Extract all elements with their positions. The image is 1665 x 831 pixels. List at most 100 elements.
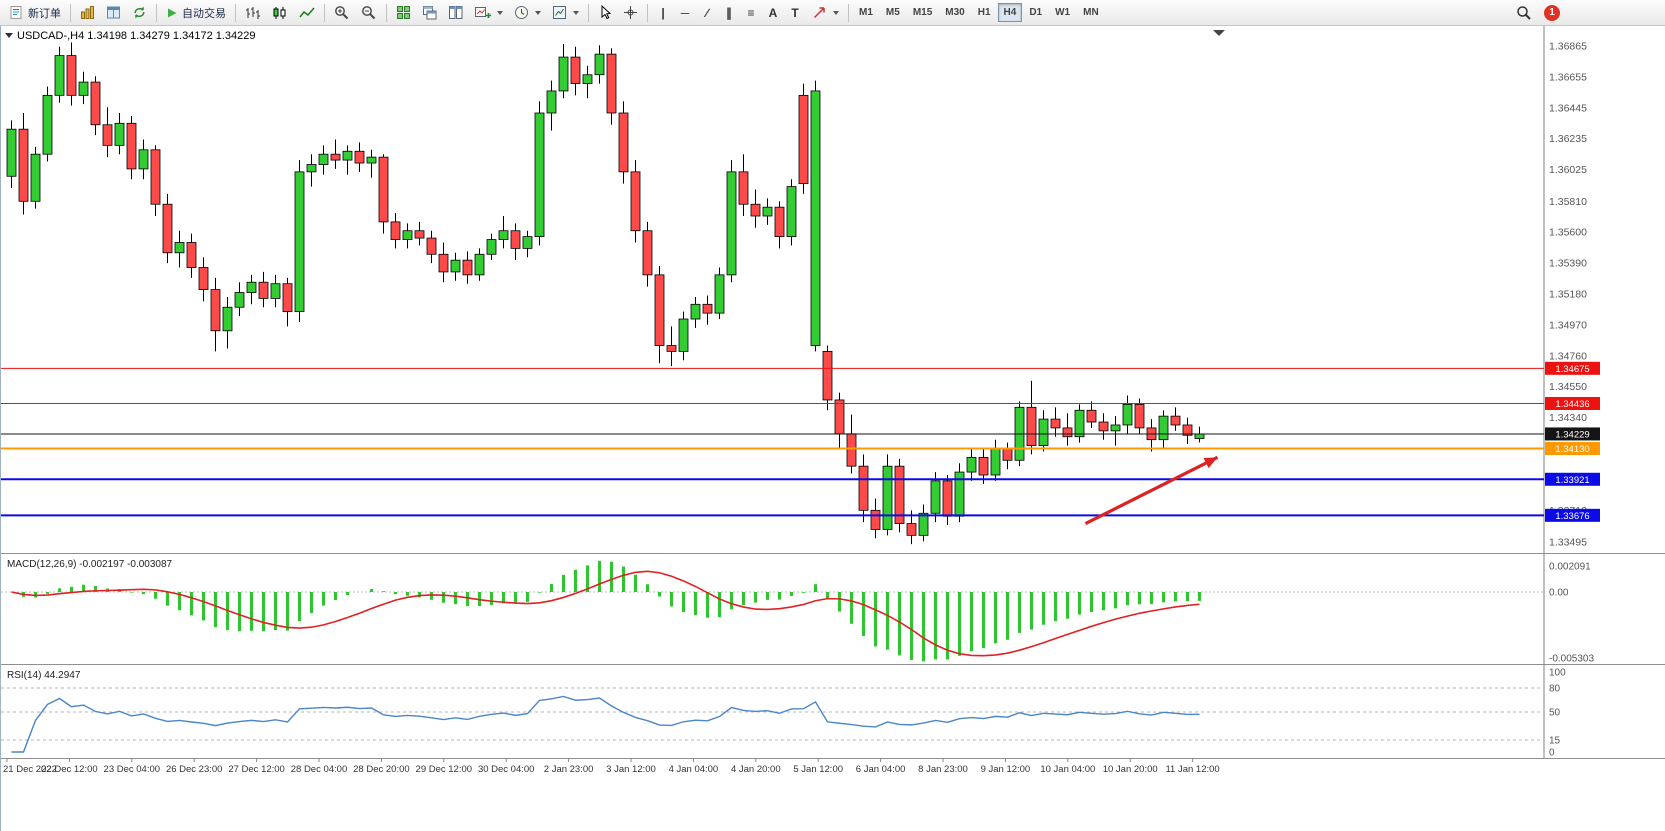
auto-trading-icon: [166, 7, 178, 19]
zoom-out-button[interactable]: [356, 2, 382, 23]
timeframe-m30-button[interactable]: M30: [939, 3, 970, 22]
horizontal-line-tool[interactable]: ─: [674, 2, 696, 23]
tile-windows-button[interactable]: [391, 2, 416, 23]
text-label-tool[interactable]: T: [784, 2, 806, 23]
drawing-tools-group: | ─ ∕ ∥ ≡ A T: [652, 2, 806, 23]
candle: [678, 311, 689, 361]
dropdown-caret-icon: [833, 10, 839, 15]
timeframe-m1-button[interactable]: M1: [853, 3, 879, 22]
objects-dropdown-button[interactable]: [807, 2, 844, 23]
candle: [6, 120, 17, 189]
candle: [654, 266, 665, 364]
period-dropdown-button[interactable]: [509, 2, 546, 23]
candle: [126, 115, 137, 180]
candle: [630, 160, 641, 243]
candle: [798, 83, 809, 194]
notification-badge[interactable]: 1: [1544, 4, 1560, 21]
equidistant-channel-tool[interactable]: ∥: [718, 2, 740, 23]
crosshair-button[interactable]: [618, 2, 643, 23]
timeframe-m15-button[interactable]: M15: [907, 3, 938, 22]
fibonacci-tool[interactable]: ≡: [740, 2, 762, 23]
cursor-button[interactable]: [593, 2, 617, 23]
candle: [1146, 419, 1157, 452]
candle: [318, 145, 329, 175]
candle: [402, 223, 413, 249]
collapse-chart-icon[interactable]: [5, 33, 13, 38]
svg-text:1.36235: 1.36235: [1549, 133, 1587, 145]
candle: [774, 201, 785, 249]
timeframe-m5-button[interactable]: M5: [880, 3, 906, 22]
candlestick-type-icon: [272, 6, 288, 20]
new-chart-dropdown-button[interactable]: [469, 2, 508, 23]
charts-icon: [80, 5, 95, 20]
tile-vertical-icon: [448, 5, 463, 20]
svg-text:1.33495: 1.33495: [1549, 536, 1587, 548]
new-order-button[interactable]: 新订单: [4, 2, 66, 23]
candle: [786, 179, 797, 246]
candle: [1158, 410, 1169, 449]
text-tool[interactable]: A: [762, 2, 784, 23]
svg-text:9 Jan 12:00: 9 Jan 12:00: [981, 764, 1031, 775]
svg-text:26 Dec 23:00: 26 Dec 23:00: [166, 764, 223, 775]
candle: [138, 139, 149, 180]
bar-chart-type-button[interactable]: [240, 2, 266, 23]
candle: [870, 498, 881, 539]
trendline-tool[interactable]: ∕: [696, 2, 718, 23]
timeframe-mn-button[interactable]: MN: [1077, 3, 1105, 22]
price-axis[interactable]: 1.36865 1.36655 1.36445 1.36235 1.36025 1.358…: [1549, 41, 1587, 549]
candle: [702, 295, 713, 325]
auto-trading-button[interactable]: 自动交易: [161, 2, 231, 23]
zoom-in-button[interactable]: [329, 2, 355, 23]
chart-window[interactable]: 1.36865 1.36655 1.36445 1.36235 1.36025 1.358…: [0, 26, 1665, 831]
dropdown-caret-icon: [497, 10, 503, 15]
candle: [198, 257, 209, 302]
svg-text:1.34436: 1.34436: [1555, 399, 1589, 410]
candle: [762, 198, 773, 225]
toolbar: 新订单 自动交易 | ─ ∕ ∥ ≡ A T M1 M5 M15 M30 H1 H4 D1 W1 MN 1: [0, 0, 1665, 26]
candle: [690, 296, 701, 328]
search-button[interactable]: [1511, 2, 1537, 23]
timeframe-h4-button[interactable]: H4: [997, 3, 1023, 22]
charts-button[interactable]: [75, 2, 100, 23]
timeframe-group: M1 M5 M15 M30 H1 H4 D1 W1 MN: [853, 3, 1105, 22]
svg-text:1.34760: 1.34760: [1549, 350, 1587, 362]
candlestick-type-button[interactable]: [267, 2, 293, 23]
candle: [1062, 413, 1073, 446]
candle: [822, 345, 833, 411]
trend-arrow-annotation[interactable]: [1084, 455, 1219, 525]
timeframe-h1-button[interactable]: H1: [972, 3, 997, 22]
candle: [594, 45, 605, 84]
chart-shift-marker-icon[interactable]: [1213, 30, 1225, 36]
timeframe-d1-button[interactable]: D1: [1023, 3, 1048, 22]
candle: [114, 112, 125, 155]
cascade-windows-button[interactable]: [417, 2, 442, 23]
svg-text:1.34550: 1.34550: [1549, 381, 1587, 393]
candle: [1110, 416, 1121, 446]
svg-text:4 Jan 04:00: 4 Jan 04:00: [669, 764, 719, 775]
svg-text:USDCAD-,H4 1.34198 1.34279 1.3: USDCAD-,H4 1.34198 1.34279 1.34172 1.342…: [17, 30, 256, 42]
candle: [390, 213, 401, 249]
crosshair-icon: [623, 5, 638, 20]
toolbar-separator: [70, 3, 71, 22]
candle: [942, 475, 953, 526]
price-badge: 1.34675: [1545, 361, 1600, 375]
candle: [618, 101, 629, 184]
candle: [882, 454, 893, 536]
candle: [378, 154, 389, 234]
horizontal-lines-layer: 1.34675 1.34436 1.34229 1.34130 1.33921 1.336…: [1, 361, 1600, 522]
timeframe-w1-button[interactable]: W1: [1049, 3, 1076, 22]
template-dropdown-button[interactable]: [547, 2, 584, 23]
candle: [246, 274, 257, 305]
refresh-button[interactable]: [127, 2, 152, 23]
line-chart-type-button[interactable]: [294, 2, 320, 23]
macd-header: MACD(12,26,9) -0.002197 -0.003087: [7, 559, 173, 570]
candle: [330, 139, 341, 169]
svg-text:50: 50: [1549, 708, 1561, 719]
vertical-line-tool[interactable]: |: [652, 2, 674, 23]
chart-canvas[interactable]: 1.36865 1.36655 1.36445 1.36235 1.36025 1.358…: [1, 26, 1665, 831]
candle: [174, 230, 185, 268]
profiles-button[interactable]: [101, 2, 126, 23]
dropdown-caret-icon: [535, 10, 541, 15]
tile-vertical-button[interactable]: [443, 2, 468, 23]
